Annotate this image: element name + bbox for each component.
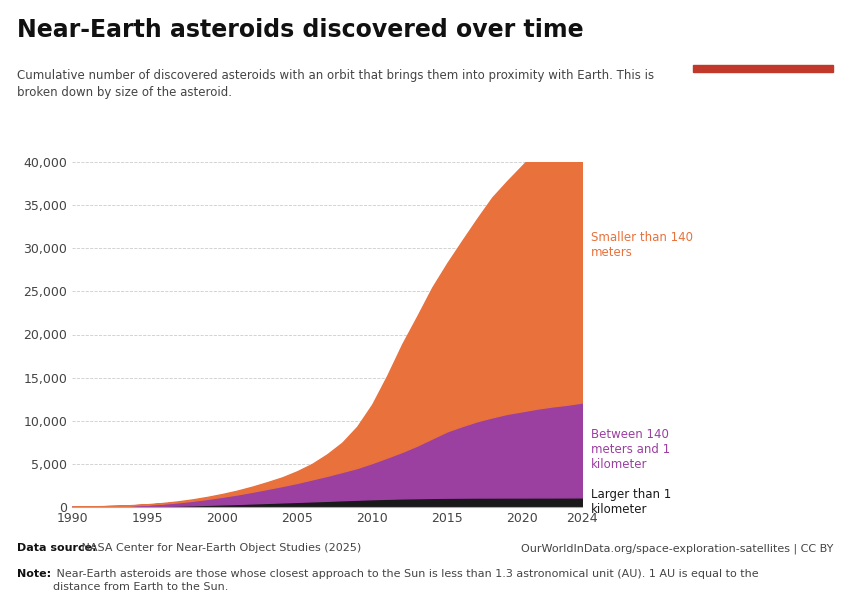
Text: Cumulative number of discovered asteroids with an orbit that brings them into pr: Cumulative number of discovered asteroid… — [17, 69, 654, 99]
Text: Smaller than 140
meters: Smaller than 140 meters — [591, 231, 693, 259]
Text: NASA Center for Near-Earth Object Studies (2025): NASA Center for Near-Earth Object Studie… — [78, 543, 361, 553]
Text: Between 140
meters and 1
kilometer: Between 140 meters and 1 kilometer — [591, 428, 670, 472]
Text: Data source:: Data source: — [17, 543, 97, 553]
Text: OurWorldInData.org/space-exploration-satellites | CC BY: OurWorldInData.org/space-exploration-sat… — [520, 543, 833, 553]
Text: Our World
in Data: Our World in Data — [731, 29, 795, 51]
Text: Larger than 1
kilometer: Larger than 1 kilometer — [591, 488, 671, 516]
Bar — [693, 65, 833, 72]
Text: Near-Earth asteroids discovered over time: Near-Earth asteroids discovered over tim… — [17, 18, 584, 42]
Text: Near-Earth asteroids are those whose closest approach to the Sun is less than 1.: Near-Earth asteroids are those whose clo… — [53, 569, 758, 592]
Text: Note:: Note: — [17, 569, 51, 579]
